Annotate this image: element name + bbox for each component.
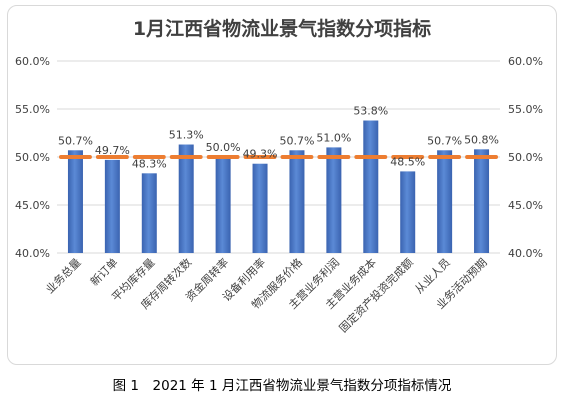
data-label: 48.3% bbox=[132, 157, 167, 170]
bar bbox=[141, 173, 157, 253]
y-tick-label-right: 55.0% bbox=[508, 103, 543, 116]
data-label: 50.7% bbox=[427, 134, 462, 147]
y-tick-label-right: 50.0% bbox=[508, 151, 543, 164]
bar bbox=[215, 157, 231, 253]
bar bbox=[474, 149, 490, 253]
data-label: 53.8% bbox=[353, 105, 388, 118]
data-label: 48.5% bbox=[390, 155, 425, 168]
y-tick-label-left: 50.0% bbox=[15, 151, 50, 164]
y-tick-label-right: 40.0% bbox=[508, 247, 543, 260]
x-tick-label: 新订单 bbox=[87, 255, 120, 288]
bar bbox=[437, 150, 453, 253]
y-tick-label-left: 60.0% bbox=[15, 55, 50, 68]
y-tick-label-left: 45.0% bbox=[15, 199, 50, 212]
bar bbox=[104, 159, 120, 253]
data-label: 49.7% bbox=[95, 144, 130, 157]
chart-panel: 1月江西省物流业景气指数分项指标 bbox=[7, 5, 557, 365]
data-label: 50.7% bbox=[279, 134, 314, 147]
chart-title: 1月江西省物流业景气指数分项指标 bbox=[132, 18, 432, 40]
data-label: 49.3% bbox=[243, 148, 278, 161]
bar bbox=[363, 120, 379, 254]
bar bbox=[67, 150, 83, 253]
data-label: 51.0% bbox=[316, 131, 351, 144]
y-tick-label-right: 60.0% bbox=[508, 55, 543, 68]
bar bbox=[252, 163, 268, 253]
bar bbox=[400, 171, 416, 253]
figure-caption: 图 1 2021 年 1 月江西省物流业景气指数分项指标情况 bbox=[112, 378, 452, 394]
data-label: 50.8% bbox=[464, 133, 499, 146]
y-tick-label-right: 45.0% bbox=[508, 199, 543, 212]
data-label: 50.7% bbox=[58, 134, 93, 147]
y-tick-label-left: 40.0% bbox=[15, 247, 50, 260]
bar bbox=[178, 144, 194, 253]
data-label: 51.3% bbox=[169, 129, 204, 142]
y-tick-label-left: 55.0% bbox=[15, 103, 50, 116]
data-label: 50.0% bbox=[206, 141, 241, 154]
bar bbox=[289, 150, 305, 253]
bar bbox=[326, 147, 342, 253]
x-tick-label: 业务总量 bbox=[43, 255, 84, 296]
